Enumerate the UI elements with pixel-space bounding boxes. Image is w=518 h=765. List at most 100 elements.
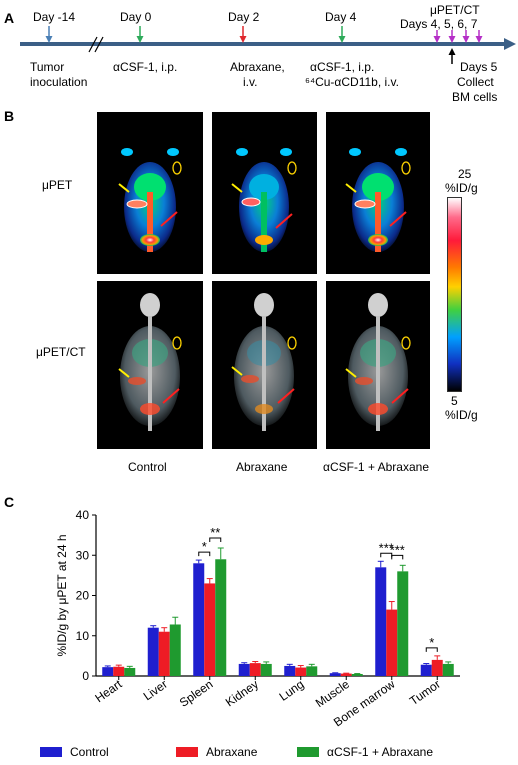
y-tick-label: 20 bbox=[76, 589, 90, 603]
event-desc: αCSF-1, i.p. bbox=[113, 60, 178, 74]
y-tick-label: 10 bbox=[76, 629, 90, 643]
imaging-arrow-day-4 bbox=[433, 30, 441, 43]
bar bbox=[375, 567, 387, 676]
imaging-arrow-day-7 bbox=[475, 30, 483, 43]
bar bbox=[329, 673, 341, 676]
timeline bbox=[20, 26, 516, 64]
legend-label: αCSF-1 + Abraxane bbox=[327, 745, 433, 759]
significance-label: ** bbox=[210, 525, 220, 540]
significance-label: * bbox=[202, 539, 207, 554]
column-label-abraxane: Abraxane bbox=[236, 460, 288, 474]
bar bbox=[147, 627, 159, 676]
event-day-label: Day 0 bbox=[120, 10, 152, 24]
chart-legend: Control Abraxane αCSF-1 + Abraxane bbox=[40, 745, 433, 759]
imaging-arrow-day-6 bbox=[462, 30, 470, 43]
bar bbox=[295, 667, 307, 676]
colorbar-max-unit: %ID/g bbox=[445, 181, 478, 195]
bar bbox=[215, 559, 227, 676]
bar bbox=[420, 664, 432, 676]
bar-chart: 0 10 20 30 40 %ID/g by μPET at 24 h Heart Liver… bbox=[40, 508, 460, 759]
collect-label: BM cells bbox=[452, 90, 498, 104]
event-arrow-day-minus-14 bbox=[45, 26, 53, 43]
legend-label: Control bbox=[70, 745, 109, 759]
event-desc: i.v. bbox=[243, 75, 258, 89]
bar bbox=[238, 663, 250, 676]
significance-label: *** bbox=[390, 542, 405, 557]
x-tick-label: Heart bbox=[92, 677, 125, 706]
event-day-label: Day -14 bbox=[33, 10, 76, 24]
event-arrow-day-0 bbox=[136, 26, 144, 43]
bar bbox=[102, 667, 114, 676]
imaging-label: μPET/CT bbox=[430, 3, 480, 17]
axis-break-mark bbox=[88, 36, 98, 53]
colorbar-min-unit: %ID/g bbox=[445, 408, 478, 422]
bar bbox=[169, 624, 181, 676]
bar bbox=[124, 667, 136, 676]
x-tick-label: Muscle bbox=[313, 677, 352, 710]
event-day-label: Day 4 bbox=[325, 10, 357, 24]
significance-bracket bbox=[425, 647, 438, 652]
panel-a-letter: A bbox=[4, 10, 15, 26]
bar bbox=[386, 609, 398, 676]
bar bbox=[158, 631, 170, 676]
axis-break-mark bbox=[94, 36, 104, 53]
imaging-arrow-day-5 bbox=[448, 30, 456, 43]
bar bbox=[306, 666, 318, 676]
legend-swatch bbox=[176, 747, 198, 757]
bar bbox=[260, 663, 272, 676]
bar bbox=[340, 673, 352, 676]
timeline-arrowhead bbox=[504, 38, 516, 50]
collect-arrow bbox=[448, 48, 456, 64]
pet-image-control bbox=[97, 112, 203, 274]
event-desc: Tumor bbox=[30, 60, 65, 74]
event-desc: ⁶⁴Cu-αCD11b, i.v. bbox=[305, 75, 399, 89]
bar bbox=[284, 665, 296, 676]
panel-c-letter: C bbox=[4, 494, 15, 510]
colorbar-max-value: 25 bbox=[458, 167, 472, 181]
y-axis-label: %ID/g by μPET at 24 h bbox=[55, 534, 69, 656]
bar bbox=[193, 563, 205, 676]
x-tick-label: Liver bbox=[141, 677, 170, 703]
legend-swatch bbox=[297, 747, 319, 757]
column-label-control: Control bbox=[128, 460, 167, 474]
imaging-days-label: Days 4, 5, 6, 7 bbox=[400, 17, 478, 31]
petct-image-acsf1-abraxane bbox=[326, 281, 430, 449]
event-arrow-day-2 bbox=[239, 26, 247, 43]
bar bbox=[442, 663, 454, 676]
legend-label: Abraxane bbox=[206, 745, 258, 759]
bar bbox=[397, 571, 409, 676]
legend-swatch bbox=[40, 747, 62, 757]
significance-label: * bbox=[429, 635, 434, 650]
colorbar-min-value: 5 bbox=[451, 394, 458, 408]
collect-label: Days 5 bbox=[460, 60, 498, 74]
event-desc: inoculation bbox=[30, 75, 88, 89]
significance-bracket bbox=[198, 551, 211, 557]
x-tick-label: Tumor bbox=[407, 677, 443, 708]
event-arrow-day-4 bbox=[338, 26, 346, 43]
collect-label: Collect bbox=[457, 75, 494, 89]
event-day-label: Day 2 bbox=[228, 10, 260, 24]
event-desc: αCSF-1, i.p. bbox=[310, 60, 375, 74]
x-tick-label: Lung bbox=[277, 677, 307, 704]
x-tick-label: Kidney bbox=[223, 677, 261, 710]
x-tick-label: Spleen bbox=[177, 677, 216, 710]
significance-bracket bbox=[391, 554, 404, 560]
row-label-pet: μPET bbox=[42, 178, 73, 192]
column-label-acsf1-abraxane: αCSF-1 + Abraxane bbox=[323, 460, 429, 474]
petct-image-abraxane bbox=[212, 281, 317, 449]
row-label-pet-ct: μPET/CT bbox=[36, 345, 86, 359]
significance-bracket bbox=[209, 537, 222, 543]
panel-b-letter: B bbox=[4, 108, 15, 124]
event-desc: Abraxane, bbox=[230, 60, 285, 74]
y-tick-label: 30 bbox=[76, 548, 90, 562]
bar bbox=[249, 663, 261, 676]
pet-image-abraxane bbox=[212, 112, 317, 274]
y-tick-label: 40 bbox=[76, 508, 90, 522]
bar bbox=[431, 659, 443, 676]
chart-bars bbox=[102, 547, 454, 676]
petct-image-control bbox=[97, 281, 203, 449]
bar bbox=[113, 666, 125, 676]
y-tick-label: 0 bbox=[82, 669, 89, 683]
pet-image-acsf1-abraxane bbox=[326, 112, 430, 274]
bar bbox=[351, 673, 363, 676]
